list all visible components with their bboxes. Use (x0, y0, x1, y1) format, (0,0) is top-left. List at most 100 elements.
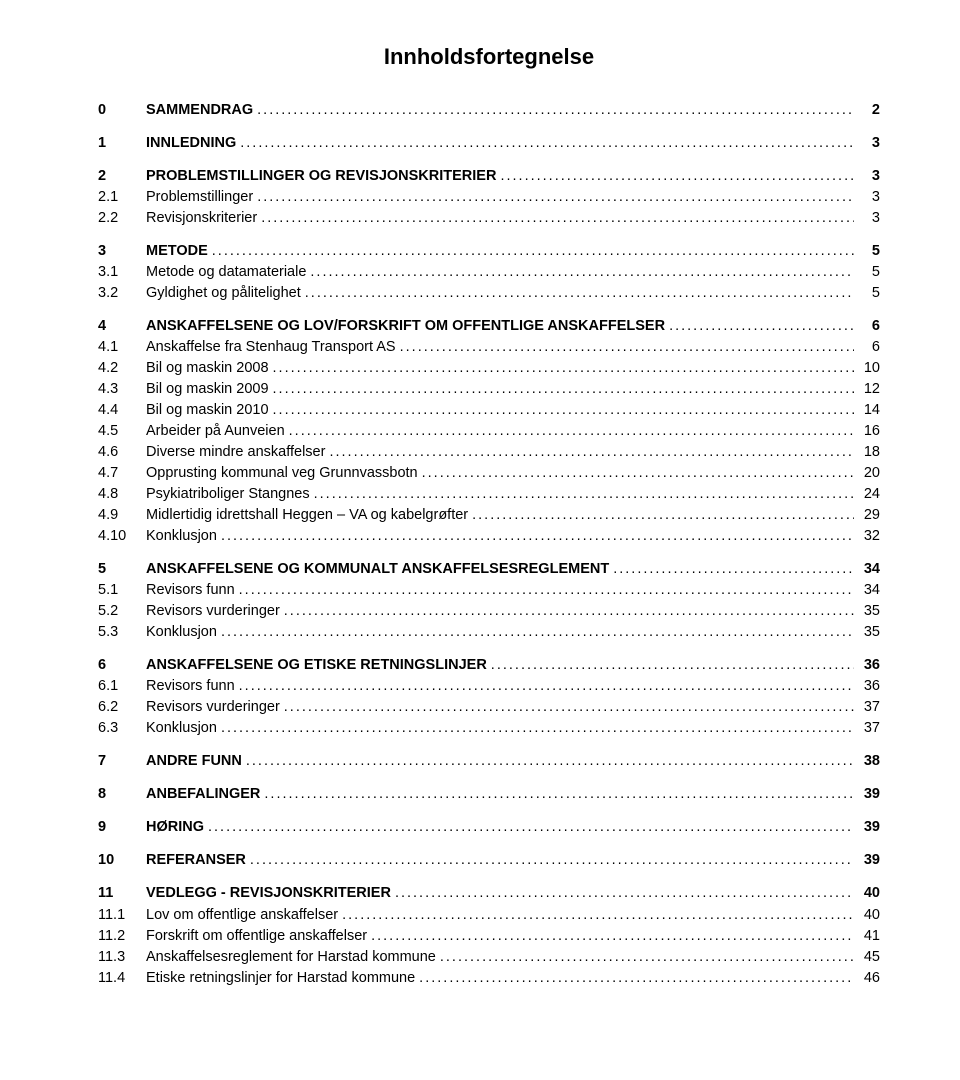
page-title: Innholdsfortegnelse (98, 44, 880, 70)
toc-entry-label: Psykiatriboliger Stangnes (146, 484, 310, 505)
toc-row: 5.2Revisors vurderinger35 (98, 601, 880, 622)
toc-row: 11.2Forskrift om offentlige anskaffelser… (98, 926, 880, 947)
toc-dot-leader (273, 358, 854, 379)
toc-entry-page: 36 (858, 676, 880, 697)
toc-row: 2.1Problemstillinger3 (98, 187, 880, 208)
toc-dot-leader (422, 463, 854, 484)
toc-entry-page: 10 (858, 358, 880, 379)
toc-entry-number: 11 (98, 883, 146, 904)
toc-entry-label: Opprusting kommunal veg Grunnvassbotn (146, 463, 418, 484)
toc-entry-page: 34 (858, 559, 880, 580)
toc-entry-label: HØRING (146, 817, 204, 838)
toc-entry-number: 4 (98, 316, 146, 337)
toc-row: 3METODE5 (98, 241, 880, 262)
toc-row: 4.4Bil og maskin 201014 (98, 400, 880, 421)
toc-dot-leader (264, 784, 854, 805)
toc-row: 7ANDRE FUNN38 (98, 751, 880, 772)
toc-dot-leader (221, 526, 854, 547)
toc-dot-leader (212, 241, 854, 262)
toc-group: 3METODE53.1Metode og datamateriale53.2Gy… (98, 241, 880, 304)
toc-dot-leader (310, 262, 854, 283)
toc-row: 3.2Gyldighet og pålitelighet5 (98, 283, 880, 304)
toc-entry-label: Konklusjon (146, 718, 217, 739)
toc-group: 11VEDLEGG - REVISJONSKRITERIER4011.1Lov … (98, 883, 880, 988)
toc-row: 10REFERANSER39 (98, 850, 880, 871)
toc-row: 8ANBEFALINGER39 (98, 784, 880, 805)
toc-entry-page: 24 (858, 484, 880, 505)
toc-dot-leader (239, 580, 854, 601)
toc-entry-page: 3 (858, 208, 880, 229)
toc-group: 9HØRING39 (98, 817, 880, 838)
toc-entry-number: 11.3 (98, 947, 146, 968)
toc-entry-page: 40 (858, 883, 880, 904)
toc-entry-page: 5 (858, 283, 880, 304)
toc-group: 5ANSKAFFELSENE OG KOMMUNALT ANSKAFFELSES… (98, 559, 880, 643)
toc-row: 6.3Konklusjon37 (98, 718, 880, 739)
toc-entry-page: 45 (858, 947, 880, 968)
toc-entry-label: Revisors funn (146, 676, 235, 697)
toc-row: 4.2Bil og maskin 200810 (98, 358, 880, 379)
toc-entry-number: 3.1 (98, 262, 146, 283)
toc-dot-leader (472, 505, 854, 526)
toc-group: 8ANBEFALINGER39 (98, 784, 880, 805)
toc-entry-label: Revisors vurderinger (146, 697, 280, 718)
toc-entry-label: Konklusjon (146, 622, 217, 643)
toc-dot-leader (273, 379, 854, 400)
toc-entry-page: 41 (858, 926, 880, 947)
toc-entry-page: 6 (858, 316, 880, 337)
toc-entry-number: 6 (98, 655, 146, 676)
toc-row: 0SAMMENDRAG2 (98, 100, 880, 121)
toc-entry-number: 11.2 (98, 926, 146, 947)
toc-entry-page: 3 (858, 166, 880, 187)
toc-entry-number: 4.6 (98, 442, 146, 463)
toc-row: 3.1Metode og datamateriale5 (98, 262, 880, 283)
toc-entry-page: 6 (858, 337, 880, 358)
toc-row: 4ANSKAFFELSENE OG LOV/FORSKRIFT OM OFFEN… (98, 316, 880, 337)
toc-dot-leader (284, 601, 854, 622)
toc-entry-number: 5.3 (98, 622, 146, 643)
toc-entry-label: REFERANSER (146, 850, 246, 871)
toc-entry-label: ANBEFALINGER (146, 784, 260, 805)
toc-dot-leader (221, 622, 854, 643)
toc-row: 11.1Lov om offentlige anskaffelser40 (98, 905, 880, 926)
toc-row: 4.8Psykiatriboliger Stangnes24 (98, 484, 880, 505)
toc-row: 11.3Anskaffelsesreglement for Harstad ko… (98, 947, 880, 968)
toc-entry-page: 40 (858, 905, 880, 926)
toc-entry-number: 5.2 (98, 601, 146, 622)
toc-entry-number: 4.2 (98, 358, 146, 379)
toc-entry-number: 11.4 (98, 968, 146, 989)
toc-entry-label: Diverse mindre anskaffelser (146, 442, 325, 463)
toc-dot-leader (500, 166, 854, 187)
toc-entry-page: 12 (858, 379, 880, 400)
toc-group: 6ANSKAFFELSENE OG ETISKE RETNINGSLINJER3… (98, 655, 880, 739)
toc-entry-label: Problemstillinger (146, 187, 253, 208)
toc-entry-page: 35 (858, 601, 880, 622)
toc-row: 4.5Arbeider på Aunveien16 (98, 421, 880, 442)
toc-entry-number: 4.1 (98, 337, 146, 358)
toc-dot-leader (491, 655, 854, 676)
toc-entry-page: 20 (858, 463, 880, 484)
toc-dot-leader (613, 559, 854, 580)
toc-entry-page: 32 (858, 526, 880, 547)
toc-entry-number: 8 (98, 784, 146, 805)
toc-entry-page: 5 (858, 241, 880, 262)
toc-entry-label: METODE (146, 241, 208, 262)
document-page: Innholdsfortegnelse 0SAMMENDRAG21INNLEDN… (0, 0, 960, 1041)
toc-entry-number: 4.5 (98, 421, 146, 442)
toc-entry-number: 4.9 (98, 505, 146, 526)
toc-dot-leader (342, 905, 854, 926)
toc-entry-number: 11.1 (98, 905, 146, 926)
toc-dot-leader (395, 883, 854, 904)
toc-dot-leader (257, 187, 854, 208)
toc-dot-leader (273, 400, 854, 421)
toc-entry-number: 6.2 (98, 697, 146, 718)
toc-dot-leader (371, 926, 854, 947)
toc-entry-label: Revisjonskriterier (146, 208, 257, 229)
toc-entry-number: 2.2 (98, 208, 146, 229)
toc-row: 9HØRING39 (98, 817, 880, 838)
toc-entry-page: 36 (858, 655, 880, 676)
toc-row: 4.1Anskaffelse fra Stenhaug Transport AS… (98, 337, 880, 358)
toc-dot-leader (440, 947, 854, 968)
toc-entry-label: Gyldighet og pålitelighet (146, 283, 301, 304)
toc-row: 4.10Konklusjon32 (98, 526, 880, 547)
